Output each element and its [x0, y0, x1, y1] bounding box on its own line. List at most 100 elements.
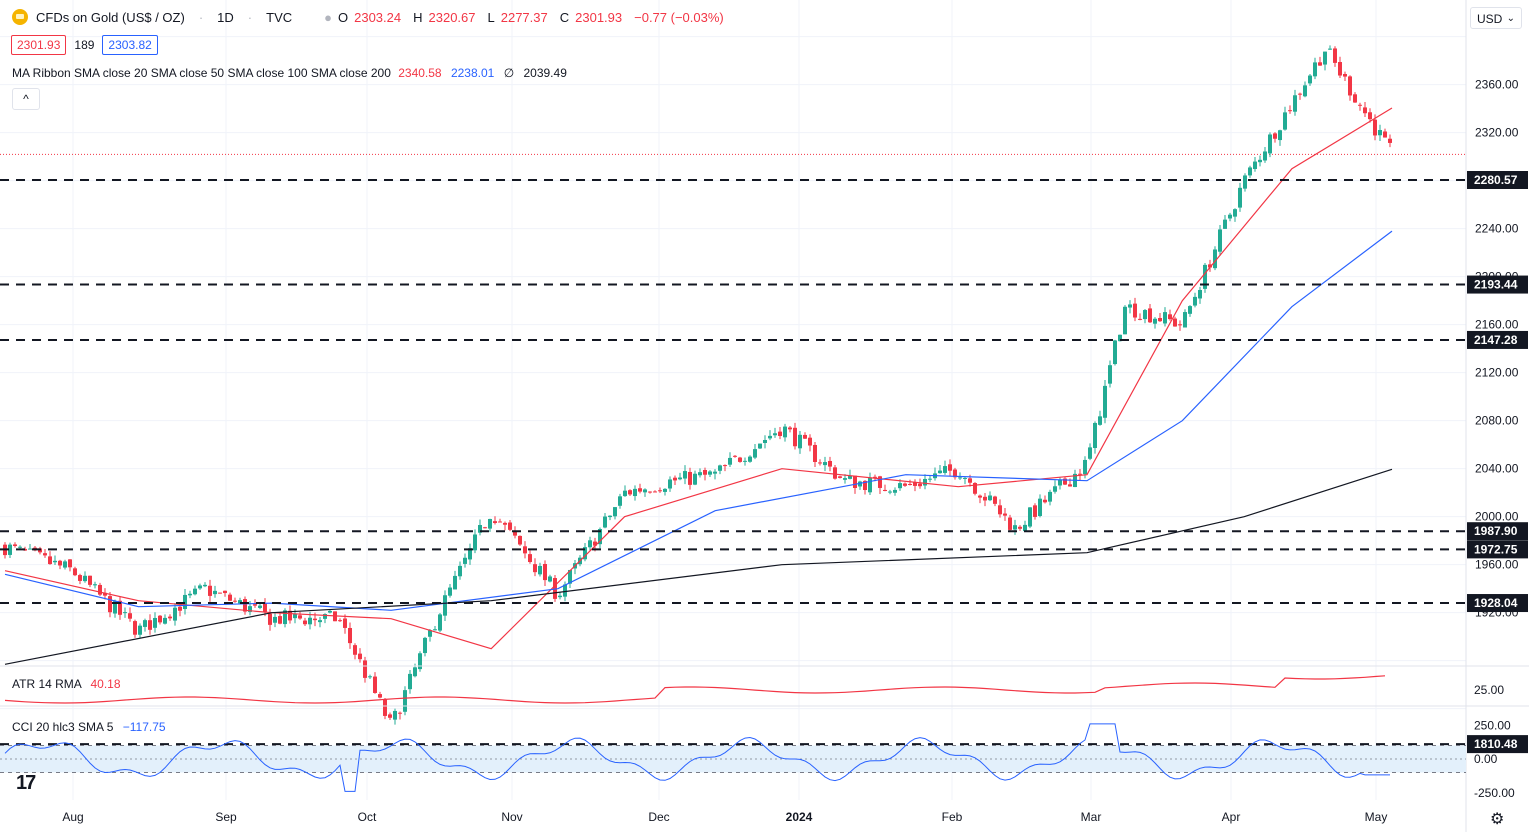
candle-body: [513, 531, 517, 536]
candle-body: [1078, 473, 1082, 475]
candle-body: [203, 584, 207, 587]
candle-body: [613, 507, 617, 517]
candle-body: [303, 620, 307, 625]
candle-body: [258, 605, 262, 608]
sell-price-button[interactable]: 2301.93: [11, 35, 67, 55]
candle-body: [1378, 130, 1382, 136]
ma-ribbon-title: MA Ribbon SMA close 20 SMA close 50 SMA …: [12, 66, 391, 80]
candle-body: [723, 465, 727, 467]
cci-title: CCI 20 hlc3 SMA 5: [12, 720, 114, 734]
candle-body: [188, 593, 192, 596]
currency-label: USD: [1477, 12, 1503, 26]
candle-body: [1158, 317, 1162, 322]
candle-body: [1353, 94, 1357, 103]
candle-body: [918, 483, 922, 487]
candle-body: [1213, 249, 1217, 269]
low-label: L: [487, 9, 495, 25]
candle-body: [368, 676, 372, 678]
candle-body: [53, 560, 57, 563]
gear-icon[interactable]: ⚙: [1490, 811, 1505, 828]
candle-body: [1228, 214, 1232, 219]
candle-body: [433, 629, 437, 631]
candle-body: [588, 540, 592, 548]
level-label: 1928.04: [1474, 596, 1518, 610]
candle-body: [768, 435, 772, 439]
y-tick-label: 1960.00: [1475, 558, 1519, 572]
buy-price-button[interactable]: 2303.82: [102, 35, 158, 55]
candle-body: [48, 556, 52, 565]
candle-body: [448, 587, 452, 596]
candle-body: [1028, 507, 1032, 527]
high-label: H: [413, 9, 423, 25]
atr-legend[interactable]: ATR 14 RMA 40.18: [12, 677, 121, 691]
candle-body: [1258, 159, 1262, 163]
level-label: 2280.57: [1474, 173, 1518, 187]
candle-body: [1053, 486, 1057, 492]
candle-body: [183, 594, 187, 610]
candle-body: [1018, 526, 1022, 529]
candle-body: [463, 557, 467, 564]
candle-body: [708, 471, 712, 475]
level-badge: [1467, 540, 1528, 559]
tradingview-logo-icon[interactable]: 17: [16, 772, 36, 794]
interval-label[interactable]: 1D: [217, 9, 234, 25]
candle-body: [213, 590, 217, 595]
candle-body: [1373, 119, 1377, 136]
candle-body: [1298, 93, 1302, 95]
candle-body: [113, 601, 117, 614]
candle-body: [643, 489, 647, 493]
level-badge: [1467, 330, 1528, 349]
candle-body: [1278, 130, 1282, 141]
sma50-line: [4, 230, 1393, 611]
candle-body: [1123, 306, 1127, 335]
candle-body: [223, 590, 227, 594]
candle-body: [218, 592, 222, 594]
candle-body: [383, 699, 387, 716]
x-tick-label: Mar: [1081, 810, 1102, 824]
candle-body: [148, 620, 152, 630]
candle-body: [1113, 340, 1117, 365]
candle-body: [253, 604, 257, 606]
level-label: 1810.48: [1474, 737, 1518, 751]
header-separator: ·: [247, 9, 253, 25]
candle-body: [1168, 314, 1172, 320]
currency-button[interactable]: USD ⌄: [1470, 7, 1522, 29]
candle-body: [943, 466, 947, 473]
candle-body: [523, 546, 527, 554]
cci-legend[interactable]: CCI 20 hlc3 SMA 5 −117.75: [12, 720, 166, 734]
candle-body: [138, 625, 142, 635]
candle-body: [88, 575, 92, 585]
candle-body: [873, 476, 877, 478]
candle-body: [558, 595, 562, 598]
ma-ribbon-legend[interactable]: MA Ribbon SMA close 20 SMA close 50 SMA …: [12, 66, 567, 80]
candle-body: [63, 561, 67, 568]
candles-group: [3, 45, 1392, 725]
candle-body: [923, 478, 927, 486]
candle-body: [8, 544, 12, 555]
candle-body: [43, 553, 47, 556]
candle-body: [673, 477, 677, 481]
candle-body: [158, 615, 162, 623]
candle-body: [503, 522, 507, 525]
candle-body: [858, 481, 862, 487]
y-tick-label: 2160.00: [1475, 318, 1519, 332]
candle-body: [598, 529, 602, 545]
candle-body: [473, 534, 477, 551]
candle-body: [1328, 48, 1332, 50]
collapse-legend-button[interactable]: ^: [12, 88, 40, 110]
symbol-title[interactable]: CFDs on Gold (US$ / OZ): [36, 9, 185, 25]
candle-body: [118, 600, 122, 615]
candle-body: [1198, 289, 1202, 299]
level-label: 2193.44: [1474, 278, 1518, 292]
level-badge: [1467, 275, 1528, 294]
candle-body: [713, 471, 717, 474]
sma20-value: 2340.58: [398, 66, 442, 80]
cci-tick-label: 250.00: [1474, 718, 1511, 732]
candle-body: [498, 521, 502, 523]
candle-body: [913, 482, 917, 486]
candle-body: [568, 569, 572, 584]
candle-body: [458, 565, 462, 577]
candle-body: [108, 596, 112, 613]
candle-body: [938, 470, 942, 474]
